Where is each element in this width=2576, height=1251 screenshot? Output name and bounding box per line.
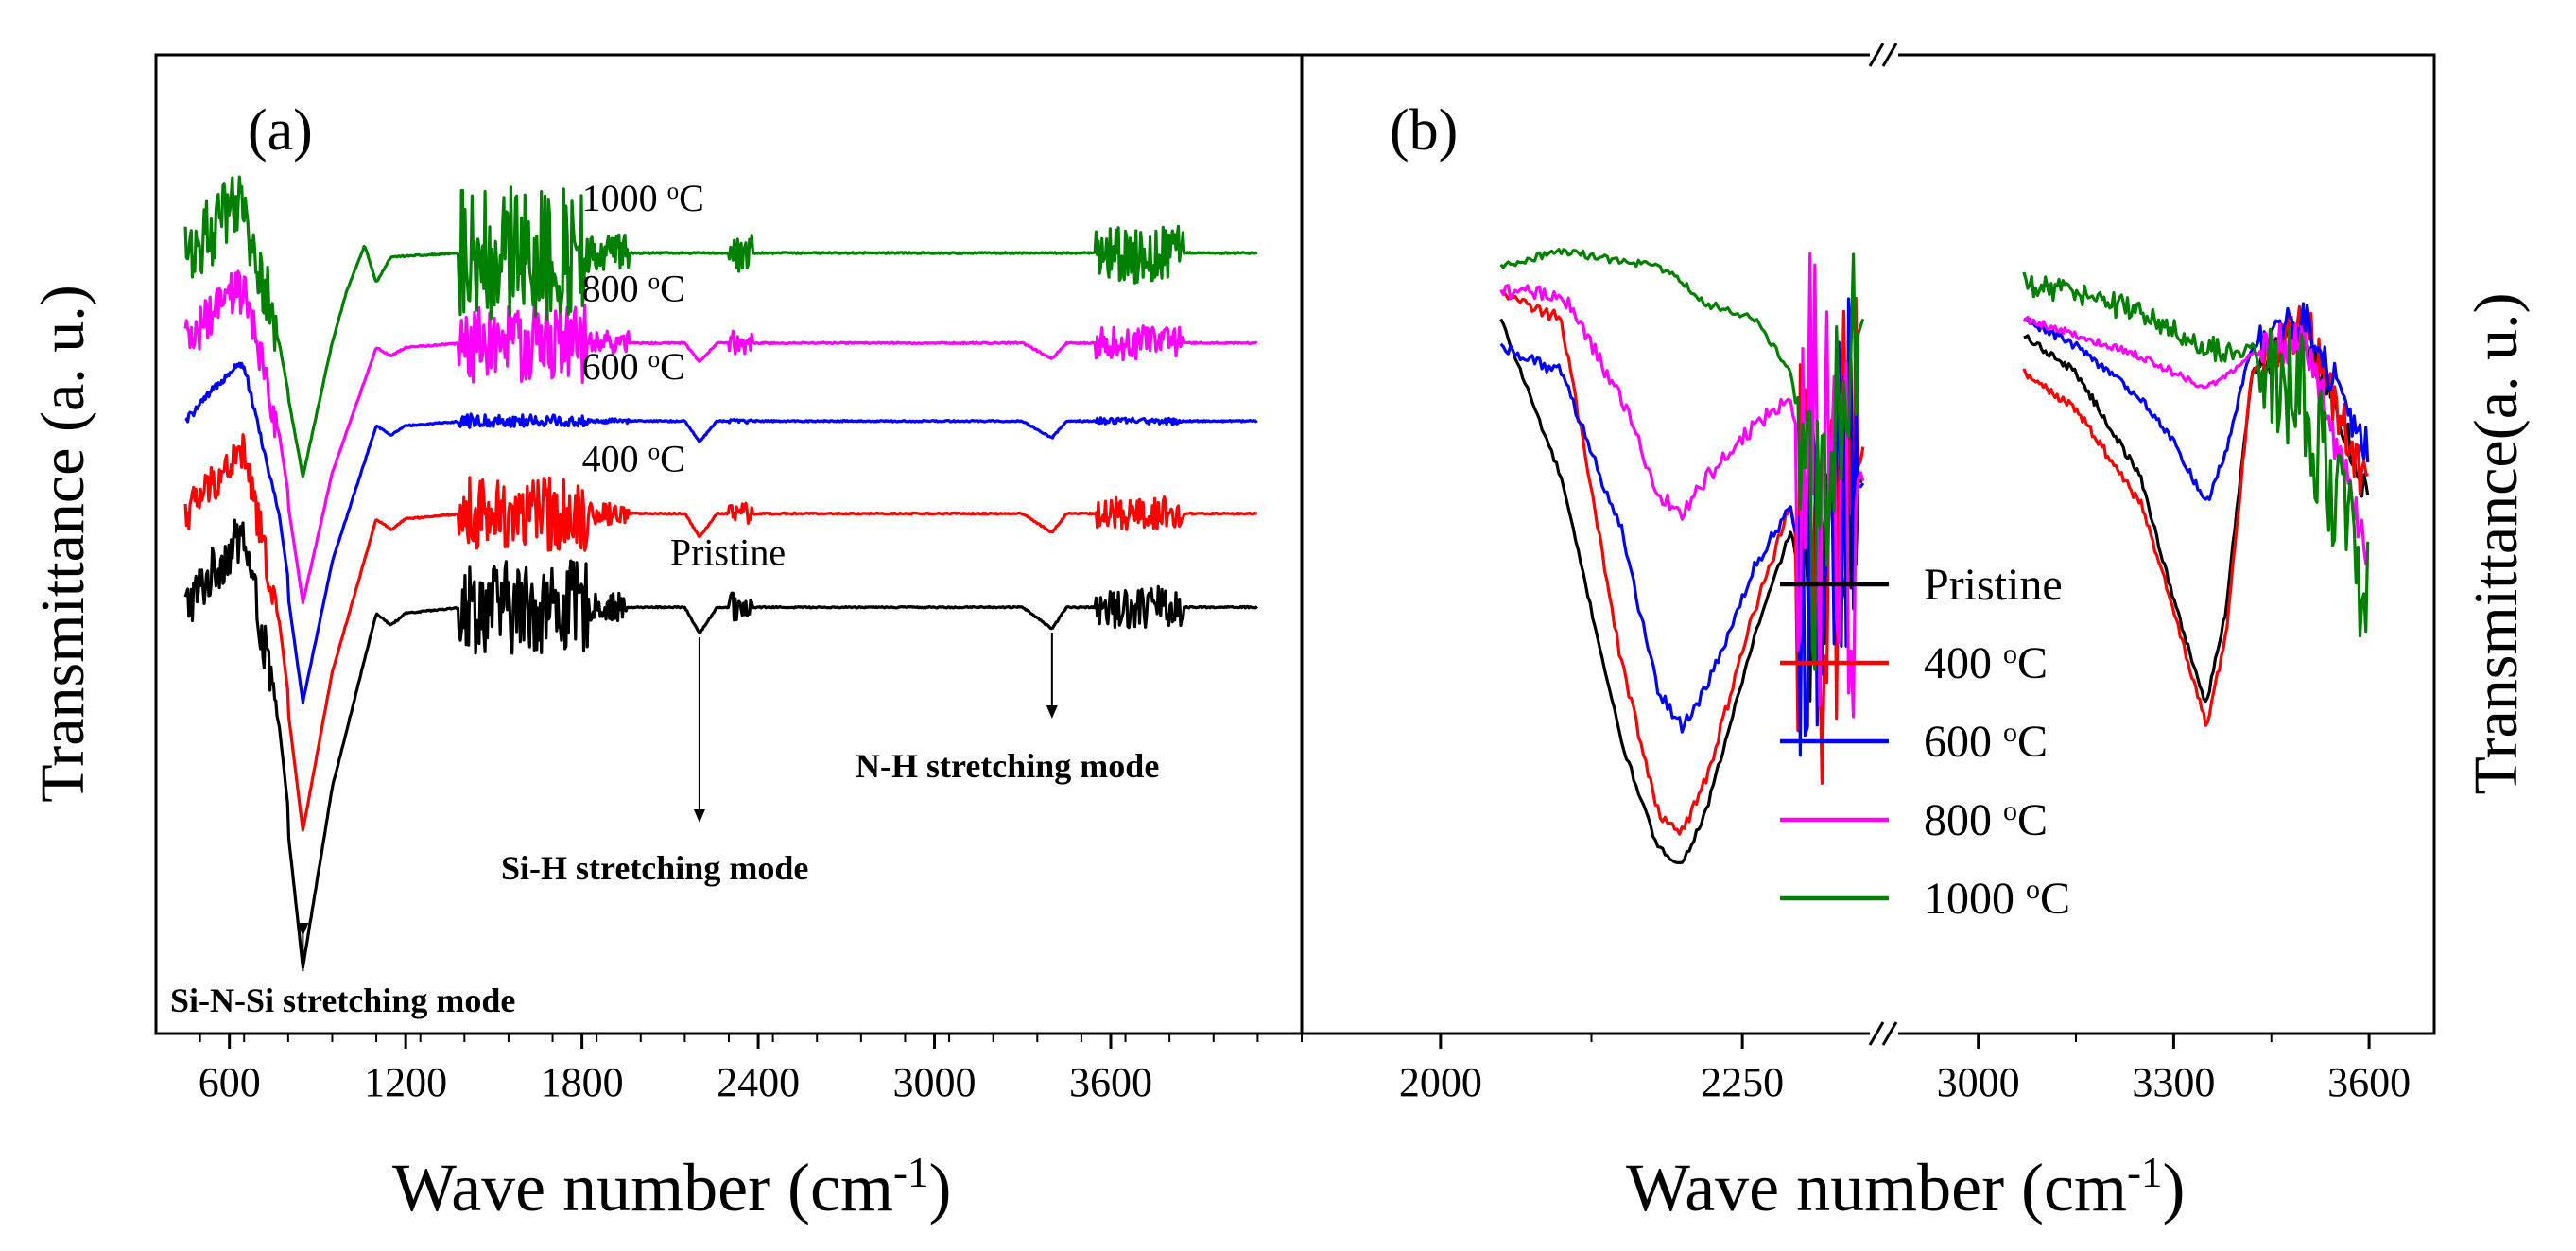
b-x-tick-label: 3300 (2132, 1059, 2215, 1105)
a-series-label: 400 oC (582, 438, 685, 480)
b-series-line-right (2023, 302, 2370, 501)
b-series-line-left (1499, 248, 1865, 671)
lines-layer (183, 175, 2370, 969)
axis-break-mark (1868, 1021, 1885, 1046)
b-series-line-right (2022, 271, 2370, 638)
a-series-label: 600 oC (582, 345, 685, 388)
axis-break-mark (1868, 43, 1885, 67)
legend-label: Pristine (1924, 560, 2063, 610)
a-x-tick-label: 1800 (541, 1059, 624, 1105)
panel-b-label: (b) (1390, 98, 1458, 163)
b-x-tick-label: 2000 (1399, 1059, 1482, 1105)
a-annotation-arrowhead (693, 809, 705, 823)
a-y-axis-title: Transmittance (a. u.) (28, 285, 97, 802)
legend-label: 800 oC (1924, 795, 2048, 846)
a-x-tick-label: 600 (199, 1059, 261, 1105)
a-series-label: 1000 oC (582, 177, 704, 219)
text-layer: 600 1200 1800 2400 3000 3600 Pristine 400 oC 600… (28, 43, 2531, 1225)
b-series-line-right (2022, 315, 2370, 565)
a-series-line (183, 175, 1258, 478)
b-y-axis-title: Transmittance(a. u.) (2462, 293, 2531, 795)
legend-label: 400 oC (1924, 638, 2048, 689)
a-series-line (183, 269, 1258, 605)
b-series-line-left (1499, 252, 1865, 719)
a-series-line (183, 518, 1258, 969)
a-annotation-arrowhead (297, 923, 309, 936)
b-x-tick-label: 2250 (1701, 1059, 1784, 1105)
axis-break-mark (1881, 1021, 1898, 1046)
a-annotation-text: N-H stretching mode (856, 747, 1159, 785)
b-x-axis-title: Wave number (cm-1) (1626, 1149, 2185, 1225)
panel-a-label: (a) (248, 98, 313, 163)
axis-break-mark (1881, 43, 1898, 67)
a-annotation-text: Si-H stretching mode (501, 849, 808, 887)
b-x-tick-label: 3000 (1937, 1059, 2020, 1105)
a-x-tick-label: 3600 (1069, 1059, 1152, 1105)
a-x-tick-label: 3000 (893, 1059, 977, 1105)
a-annotation-text: Si-N-Si stretching mode (170, 982, 515, 1019)
a-series-line (183, 433, 1258, 832)
a-x-tick-label: 2400 (717, 1059, 800, 1105)
axes-layer (199, 1034, 2371, 1049)
plot-frame (154, 53, 2436, 1035)
legend-label: 600 oC (1924, 717, 2048, 768)
a-x-tick-label: 1200 (364, 1059, 447, 1105)
legend-label: 1000 oC (1924, 874, 2070, 925)
b-x-tick-label: 3600 (2327, 1059, 2411, 1105)
a-series-label: 800 oC (582, 267, 685, 309)
a-x-axis-title: Wave number (cm-1) (392, 1149, 951, 1225)
a-annotation-arrowhead (1046, 705, 1058, 719)
a-series-label: Pristine (670, 531, 786, 574)
a-series-line (184, 361, 1258, 704)
